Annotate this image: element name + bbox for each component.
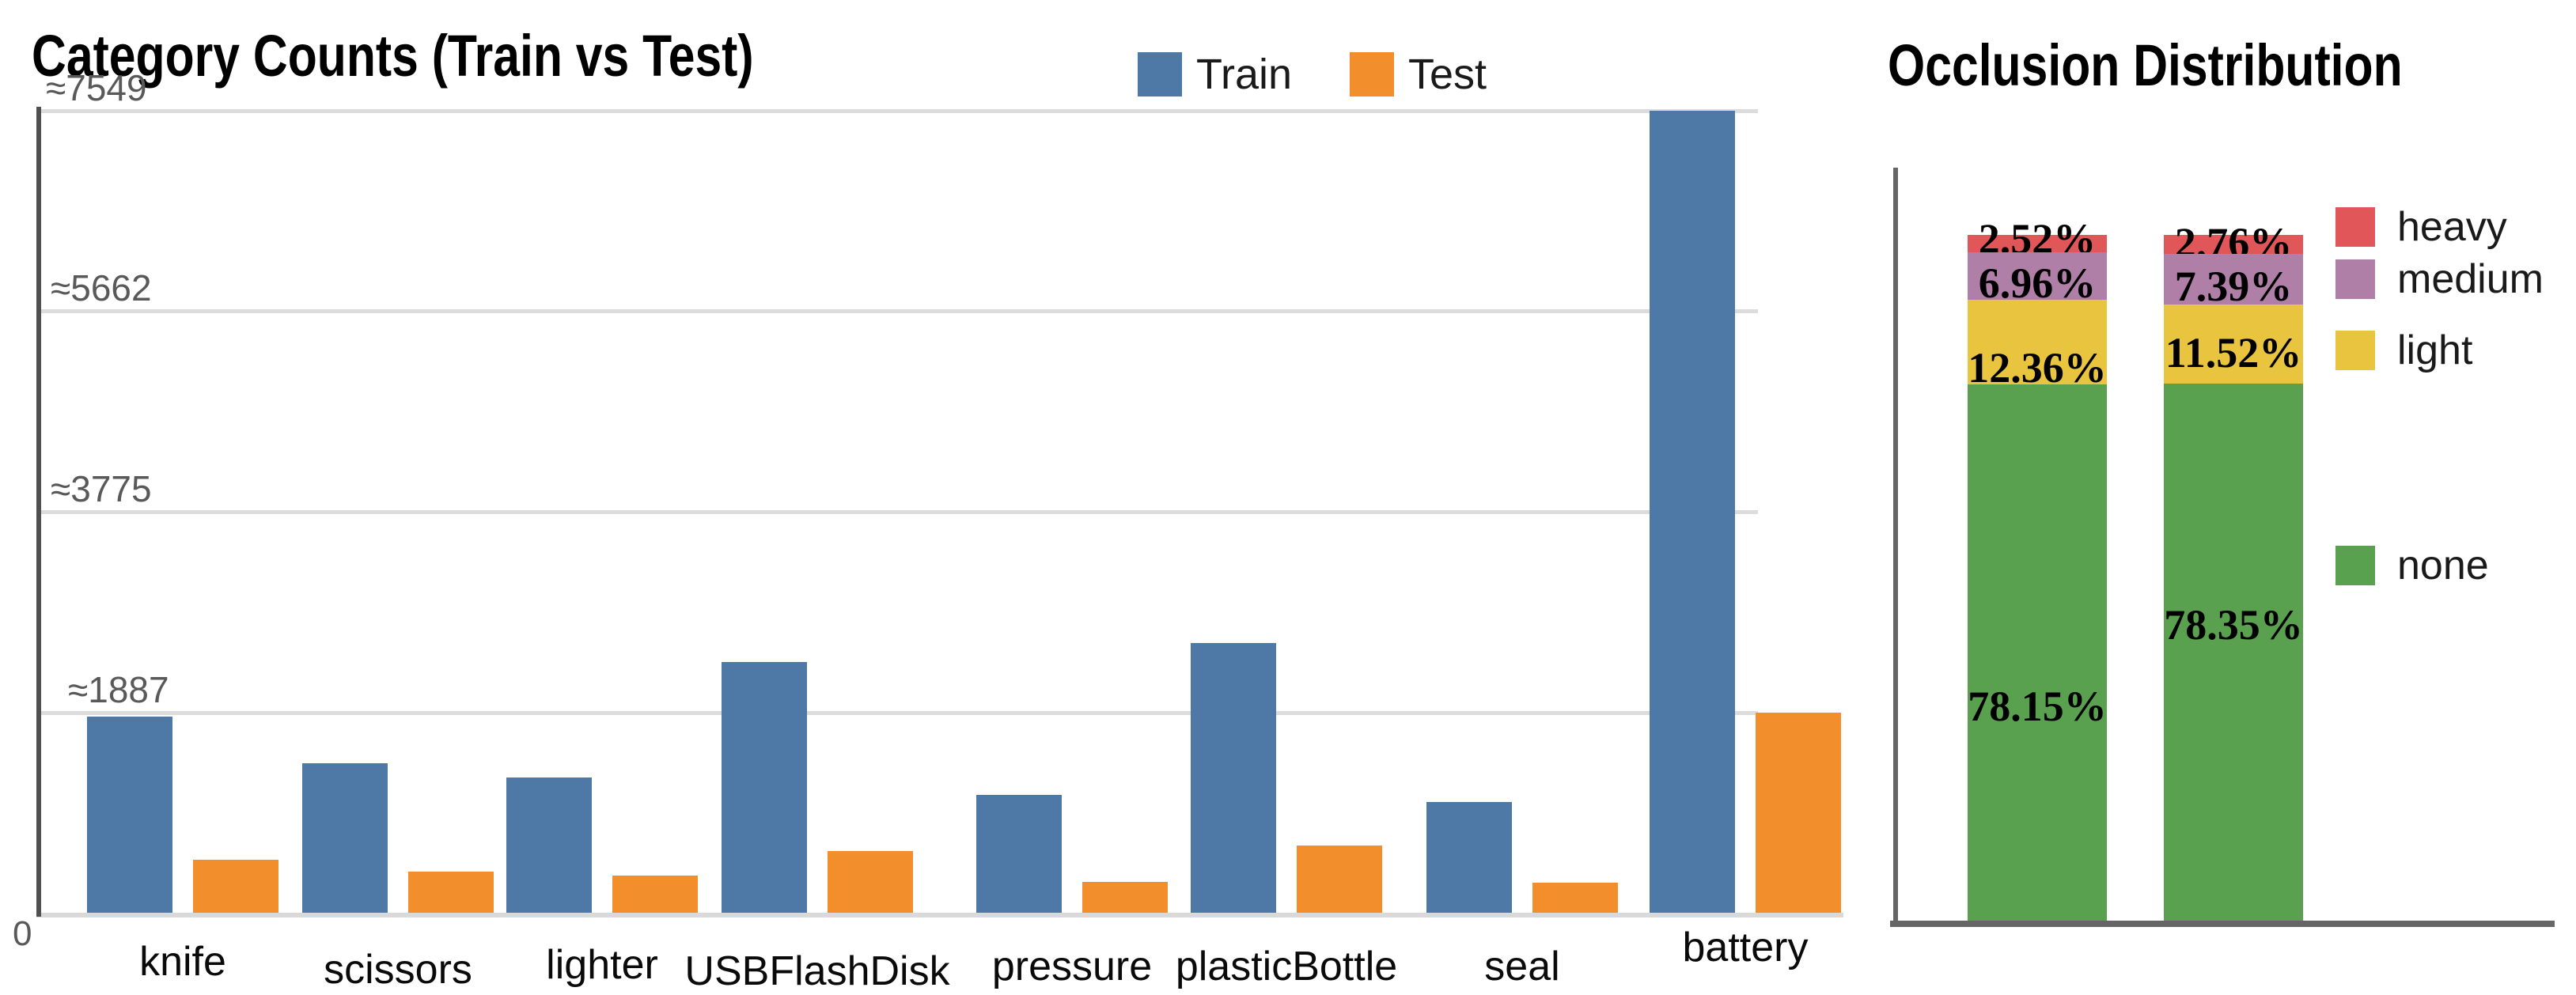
left-y-axis-line — [36, 107, 41, 917]
test-legend-label: Test — [1408, 51, 1487, 98]
x-label-seal: seal — [1484, 944, 1560, 989]
train-legend-label: Train — [1196, 51, 1293, 98]
left-chart-title: Category Counts (Train vs Test) — [32, 23, 754, 89]
heavy-legend-swatch — [2335, 207, 2375, 247]
x-label-battery: battery — [1682, 925, 1809, 970]
y-tick-label: ≈5662 — [51, 267, 152, 309]
x-label-pressure: pressure — [991, 944, 1153, 989]
heavy-legend-label: heavy — [2397, 204, 2507, 250]
bar-test-USBFlashDisk — [828, 851, 913, 913]
bar-train-scissors — [302, 763, 388, 913]
medium-legend-label: medium — [2397, 256, 2544, 302]
gridline-1887 — [40, 710, 1758, 715]
test-legend-swatch — [1350, 52, 1394, 96]
segment-label-medium-bar1: 6.96% — [1978, 259, 2097, 308]
stacked-bar-2-segment-heavy — [2164, 235, 2303, 254]
segment-label-none-bar1: 78.15% — [1968, 683, 2107, 731]
bar-train-battery — [1650, 111, 1735, 913]
bar-test-scissors — [408, 872, 494, 913]
stacked-bar-2-segment-medium — [2164, 253, 2303, 305]
bar-train-knife — [87, 717, 172, 913]
train-legend-swatch — [1138, 52, 1182, 96]
stacked-bar-1-segment-medium — [1968, 252, 2107, 301]
y-tick-label: ≈7549 — [46, 67, 147, 108]
stacked-bar-2-segment-light — [2164, 305, 2303, 384]
stacked-bar-1-segment-heavy — [1968, 235, 2107, 252]
bar-test-knife — [193, 860, 278, 913]
bar-train-USBFlashDisk — [722, 662, 807, 913]
segment-label-none-bar2: 78.35% — [2164, 601, 2303, 649]
y-tick-label: ≈1887 — [68, 668, 169, 710]
none-legend-label: none — [2397, 543, 2489, 588]
x-label-knife: knife — [139, 939, 226, 985]
gridline-3775 — [40, 509, 1758, 514]
y-zero-label: 0 — [13, 914, 32, 953]
light-legend-swatch — [2335, 331, 2375, 370]
y-tick-label: ≈3775 — [51, 467, 152, 509]
bar-test-battery — [1756, 713, 1841, 913]
left-x-baseline — [36, 913, 1843, 917]
bar-train-seal — [1426, 802, 1512, 913]
stacked-bar-1-segment-none — [1968, 384, 2107, 921]
x-label-USBFlashDisk: USBFlashDisk — [684, 948, 950, 994]
light-legend-label: light — [2397, 327, 2473, 373]
bar-test-plasticBottle — [1297, 846, 1382, 913]
bar-train-pressure — [976, 795, 1062, 913]
gridline-7549 — [40, 109, 1758, 113]
right-x-baseline — [1890, 921, 2555, 927]
stacked-bar-2-segment-none — [2164, 383, 2303, 921]
stacked-bar-1-segment-light — [1968, 300, 2107, 385]
bar-test-pressure — [1082, 882, 1168, 913]
x-label-lighter: lighter — [546, 942, 658, 988]
segment-label-medium-bar2: 7.39% — [2174, 262, 2293, 310]
medium-legend-swatch — [2335, 259, 2375, 299]
right-chart-title: Occlusion Distribution — [1888, 32, 2403, 98]
segment-label-light-bar2: 11.52% — [2165, 328, 2302, 376]
right-y-axis-line — [1893, 168, 1898, 925]
bar-test-lighter — [612, 876, 698, 913]
x-label-scissors: scissors — [324, 947, 472, 993]
x-label-plasticBottle: plasticBottle — [1175, 944, 1398, 989]
segment-label-light-bar1: 12.36% — [1968, 343, 2107, 392]
bar-train-lighter — [506, 777, 592, 913]
bar-test-seal — [1532, 883, 1618, 913]
gridline-5662 — [40, 309, 1758, 314]
none-legend-swatch — [2335, 546, 2375, 585]
bar-train-plasticBottle — [1191, 643, 1276, 913]
